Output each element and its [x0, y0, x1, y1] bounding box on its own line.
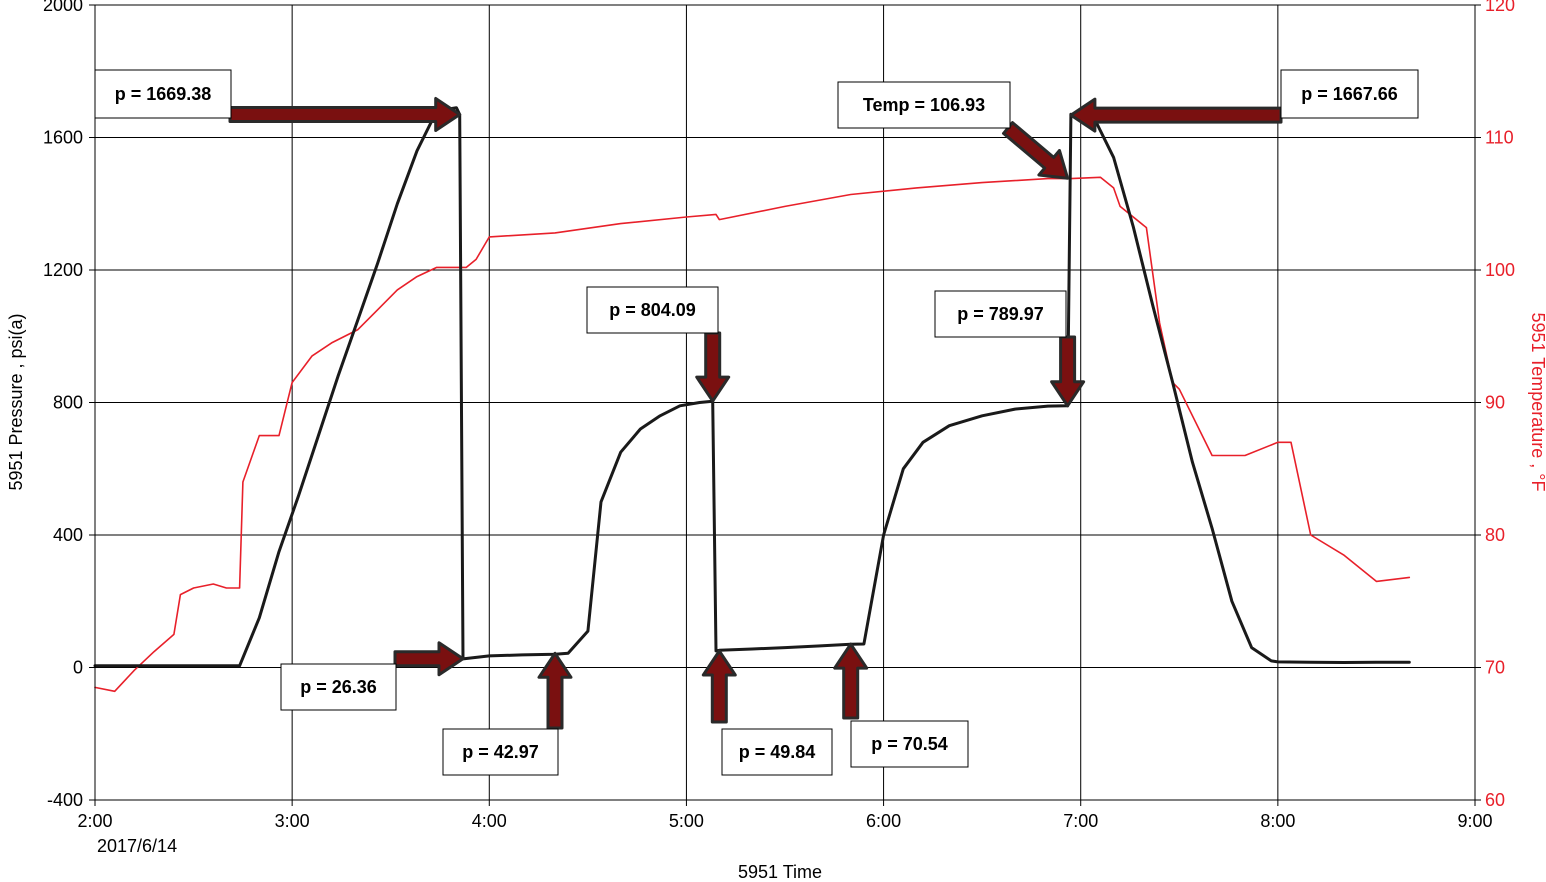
- x-tick-label-6: 8:00: [1260, 811, 1295, 831]
- annotation-label-6: p = 789.97: [957, 304, 1044, 324]
- annotation-box-6: [934, 290, 1067, 338]
- annotation-arrow-5: [833, 642, 869, 720]
- annotation-arrow-0: [228, 97, 462, 132]
- x-tick-label-4: 6:00: [866, 811, 901, 831]
- left-axis-ticks: -400 0 400 800 1200 1600 2000: [43, 0, 95, 810]
- annotation-box-4: [721, 728, 833, 776]
- right-tick-label-5: 110: [1485, 128, 1514, 148]
- annotation-box-7: [837, 81, 1011, 129]
- x-tick-label-5: 7:00: [1063, 811, 1098, 831]
- right-axis-title: 5951 Temperature , °F: [1528, 313, 1546, 492]
- x-tick-label-1: 3:00: [275, 811, 310, 831]
- left-tick-label-2: 400: [53, 525, 83, 545]
- right-tick-label-2: 80: [1485, 525, 1505, 545]
- x-axis-title: 5951 Time: [738, 862, 822, 882]
- right-tick-label-6: 120: [1485, 0, 1515, 15]
- left-tick-label-6: 2000: [43, 0, 83, 15]
- annotation-box-2: [442, 728, 559, 776]
- x-tick-label-2: 4:00: [472, 811, 507, 831]
- annotation-arrow-1: [393, 641, 465, 677]
- annotation-box-5: [850, 720, 969, 768]
- annotation-label-0: p = 1669.38: [115, 84, 212, 104]
- x-axis-ticks: 2:00 3:00 4:00 5:00 6:00 7:00 8:00 9:00: [77, 800, 1493, 831]
- left-axis-title: 5951 Pressure , psi(a): [6, 313, 26, 490]
- annotation-label-3: p = 804.09: [609, 300, 696, 320]
- x-tick-label-0: 2:00: [77, 811, 112, 831]
- annotation-label-4: p = 49.84: [739, 742, 816, 762]
- x-date-label: 2017/6/14: [97, 836, 177, 856]
- left-tick-label-1: 0: [73, 658, 83, 678]
- annotation-label-1: p = 26.36: [300, 677, 377, 697]
- left-tick-label-3: 800: [53, 393, 83, 413]
- left-tick-label-5: 1600: [43, 128, 83, 148]
- annotation-label-2: p = 42.97: [462, 742, 539, 762]
- annotation-arrow-4: [701, 649, 737, 724]
- series-layer: [93, 106, 1411, 693]
- annotation-label-5: p = 70.54: [871, 734, 948, 754]
- x-tick-label-3: 5:00: [669, 811, 704, 831]
- annotation-box-3: [586, 286, 719, 334]
- annotation-box-1: [280, 663, 397, 711]
- right-tick-label-0: 60: [1485, 790, 1505, 810]
- right-tick-label-1: 70: [1485, 658, 1505, 678]
- right-axis-ticks: 60 70 80 90 100 110 120: [1475, 0, 1515, 810]
- annotation-arrow-3: [695, 331, 731, 403]
- annotation-arrow-6: [1050, 335, 1086, 408]
- right-tick-label-3: 90: [1485, 393, 1505, 413]
- annotations: p = 1669.38 p = 26.36 p = 42.97 p = 804.09 p…: [94, 69, 1419, 776]
- annotation-arrow-7: [1002, 121, 1070, 180]
- annotation-arrow-8: [1069, 97, 1283, 133]
- annotation-label-8: p = 1667.66: [1301, 84, 1398, 104]
- annotation-label-7: Temp = 106.93: [863, 95, 985, 115]
- annotation-box-8: [1280, 69, 1419, 119]
- left-tick-label-4: 1200: [43, 260, 83, 280]
- series-temperature-line: [94, 176, 1411, 693]
- right-tick-label-4: 100: [1485, 260, 1515, 280]
- left-tick-label-0: -400: [47, 790, 83, 810]
- series-pressure-line: [93, 106, 1411, 668]
- x-tick-label-7: 9:00: [1457, 811, 1492, 831]
- annotation-arrow-2: [537, 651, 573, 730]
